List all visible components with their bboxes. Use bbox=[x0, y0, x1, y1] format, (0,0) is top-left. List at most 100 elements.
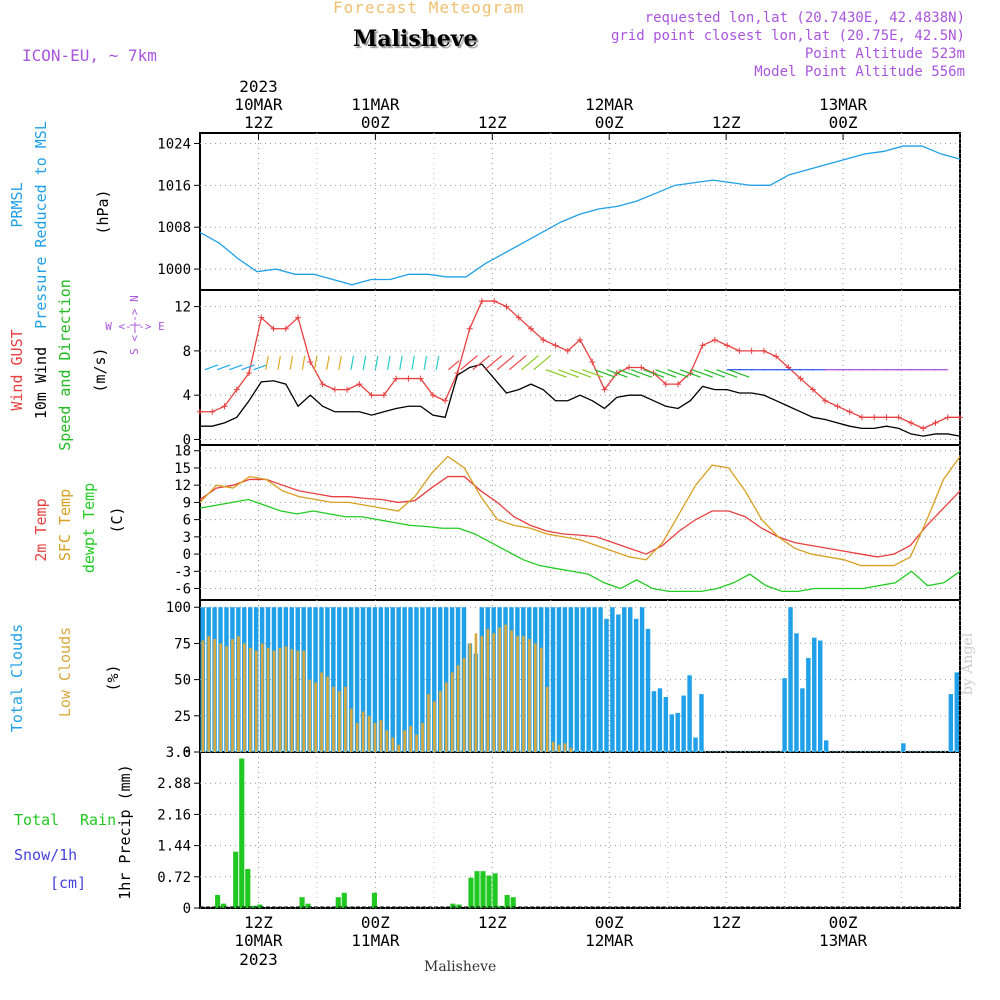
wind-gust-point bbox=[540, 336, 547, 343]
rain-bar bbox=[245, 869, 251, 908]
low-clouds-bar bbox=[296, 650, 300, 752]
bottom-time-label: 12Z bbox=[712, 913, 741, 932]
wind-gust-point bbox=[197, 408, 203, 415]
total-clouds-bar bbox=[693, 737, 698, 752]
wind-direction-arrow bbox=[716, 369, 738, 378]
bottom-date-label: 10MAR bbox=[234, 931, 283, 950]
ytick-label: 12 bbox=[174, 300, 191, 316]
total-clouds-bar bbox=[901, 743, 906, 752]
low-clouds-bar bbox=[338, 691, 341, 752]
total-clouds-bar bbox=[550, 607, 556, 752]
wind-direction-arrow bbox=[289, 355, 294, 370]
temp-2m-line bbox=[199, 475, 961, 558]
compass-ns: S <-|-> N bbox=[128, 295, 141, 355]
pressure-line bbox=[199, 145, 961, 286]
wind-direction-arrow bbox=[570, 369, 592, 378]
ytick-label: 18 bbox=[174, 444, 191, 460]
wind-gust-point bbox=[773, 353, 780, 360]
low-clouds-bar bbox=[254, 650, 258, 752]
ytick-label: 1024 bbox=[157, 136, 191, 152]
total-clouds-bar bbox=[360, 607, 366, 752]
low-clouds-bar bbox=[302, 650, 306, 752]
wind-gust-point bbox=[809, 386, 816, 393]
bottom-time-label: 00Z bbox=[829, 913, 858, 932]
total-clouds-bar bbox=[687, 675, 692, 752]
total-clouds-bar bbox=[544, 607, 550, 752]
temp-unit-label: (C) bbox=[108, 506, 126, 533]
rain-bar bbox=[510, 897, 516, 908]
low-clouds-bar bbox=[373, 723, 377, 752]
total-clouds-bar bbox=[443, 607, 449, 752]
wind-direction-arrow bbox=[241, 364, 255, 371]
low-clouds-bar bbox=[243, 643, 246, 752]
total-clouds-bar bbox=[806, 657, 811, 752]
low-clouds-bar bbox=[278, 647, 282, 752]
low-clouds-bar bbox=[367, 715, 371, 752]
wind-direction-arrow bbox=[484, 355, 503, 371]
wind-direction-arrow bbox=[229, 364, 243, 371]
wind-direction-arrow bbox=[533, 355, 551, 371]
total-clouds-bar bbox=[598, 607, 603, 752]
low-clouds-bar bbox=[272, 650, 276, 752]
wind-direction-arrow bbox=[253, 364, 267, 371]
ytick-label: 4 bbox=[183, 388, 191, 404]
wind-direction-arrow bbox=[350, 355, 355, 370]
bottom-date-label: 12MAR bbox=[585, 931, 634, 950]
total-clouds-bar bbox=[657, 688, 663, 752]
wind-gust-point bbox=[834, 403, 841, 410]
rain-bar bbox=[504, 895, 510, 908]
top-time-label: 00Z bbox=[829, 113, 858, 132]
low-clouds-bar bbox=[207, 636, 211, 752]
rain-bar bbox=[341, 892, 347, 908]
total-clouds-bar bbox=[645, 628, 651, 752]
top-date-label: 12MAR bbox=[585, 95, 634, 114]
wind-gust-point bbox=[442, 397, 449, 404]
ytick-label: 75 bbox=[174, 636, 191, 652]
top-time-label: 12Z bbox=[244, 113, 273, 132]
low-clouds-bar bbox=[355, 723, 359, 752]
wind-direction-arrow bbox=[667, 369, 689, 378]
rain-bar bbox=[299, 897, 305, 908]
total-clouds-bar bbox=[954, 672, 959, 752]
low-clouds-bar bbox=[563, 743, 567, 752]
wind-gust-point bbox=[380, 392, 387, 399]
pressure-label-msl: Pressure Reduced to MSL bbox=[32, 121, 50, 329]
low-clouds-bar bbox=[219, 643, 222, 752]
page-title: Malisheve bbox=[353, 26, 478, 52]
total-clouds-bar bbox=[663, 696, 669, 752]
wind-gust-point bbox=[711, 336, 718, 343]
low-clouds-bar bbox=[361, 711, 365, 752]
wind-gust-point bbox=[675, 381, 682, 388]
total-clouds-bar bbox=[408, 607, 413, 752]
ytick-label: 0 bbox=[183, 745, 191, 761]
total-clouds-bar bbox=[562, 607, 568, 752]
low-clouds-bar bbox=[332, 686, 335, 752]
total-clouds-bar bbox=[366, 607, 372, 752]
total-clouds-bar bbox=[331, 607, 336, 752]
wind-gust-point bbox=[221, 403, 228, 410]
total-clouds-bar bbox=[568, 607, 574, 752]
total-clouds-bar bbox=[633, 618, 639, 752]
low-clouds-bar bbox=[260, 643, 264, 752]
total-clouds-bar bbox=[378, 607, 384, 752]
panel-labels: PRMSL Pressure Reduced to MSL (hPa) Wind GU… bbox=[8, 121, 165, 900]
ytick-label: 25 bbox=[174, 709, 191, 725]
model-label: ICON-EU, ~ 7km bbox=[22, 46, 157, 65]
top-year-label: 2023 bbox=[239, 77, 278, 96]
low-clouds-bar bbox=[427, 694, 430, 752]
wind-direction-arrow bbox=[338, 355, 342, 370]
low-clouds-bar bbox=[397, 744, 401, 752]
wind-direction-arrow bbox=[594, 369, 616, 378]
total-clouds-bar bbox=[372, 607, 378, 752]
total-clouds-bar bbox=[337, 607, 342, 752]
temp-2m-label: 2m Temp bbox=[32, 498, 50, 561]
total-clouds-bar bbox=[610, 607, 615, 752]
rain-bar bbox=[215, 895, 221, 908]
low-clouds-bar bbox=[266, 647, 270, 752]
total-clouds-bar bbox=[556, 607, 562, 752]
total-clouds-bar bbox=[681, 695, 686, 752]
clouds-unit-label: (%) bbox=[104, 664, 122, 691]
wind-direction-arrow bbox=[326, 355, 330, 370]
top-date-label: 11MAR bbox=[351, 95, 400, 114]
wind-gust-point bbox=[270, 325, 277, 332]
